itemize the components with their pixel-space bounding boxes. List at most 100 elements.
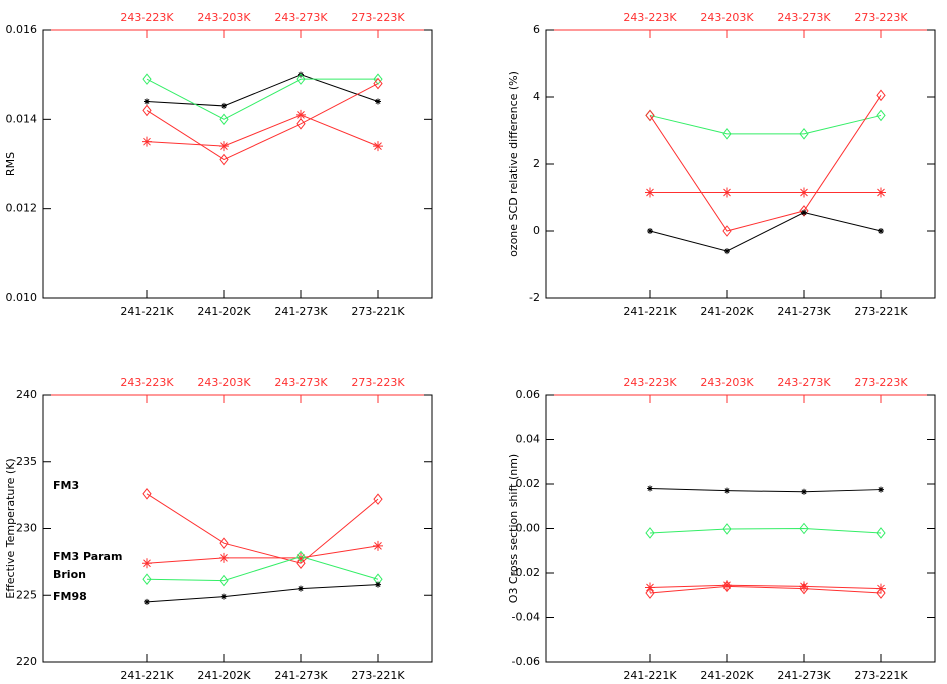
marker: [799, 522, 809, 535]
y-tick-label: 230: [16, 522, 37, 535]
marker: [876, 89, 886, 102]
y-tick-label: -0.02: [512, 566, 540, 579]
top-tick-label: 243-273K: [777, 376, 831, 389]
marker: [219, 113, 229, 126]
top-tick-label: 273-223K: [854, 376, 908, 389]
marker: [142, 136, 152, 147]
y-tick-label: 2: [533, 157, 540, 170]
marker: [722, 225, 732, 237]
marker: [219, 552, 229, 563]
y-tick-label: 0.00: [516, 522, 541, 535]
series-line: [649, 585, 882, 594]
marker: [876, 583, 886, 594]
marker: [144, 98, 150, 105]
plot-frame: [42, 29, 433, 299]
marker: [722, 523, 732, 535]
y-tick-label: 0.02: [516, 477, 541, 490]
marker: [373, 77, 383, 90]
marker: [142, 573, 152, 586]
y-tick-label: -0.06: [512, 655, 540, 668]
marker: [219, 537, 229, 549]
series-line: [146, 114, 379, 147]
marker: [296, 552, 306, 563]
x-tick-label: 241-221K: [120, 305, 174, 318]
series-line: [649, 95, 882, 232]
top-tick-label: 243-223K: [623, 11, 677, 24]
y-axis-label: ozone SCD relative difference (%): [507, 71, 520, 257]
x-tick-label: 273-221K: [854, 669, 908, 682]
top-tick-label: 243-203K: [197, 376, 251, 389]
marker: [799, 205, 809, 217]
y-tick-label: 220: [16, 655, 37, 668]
series-line: [649, 584, 882, 590]
series-line: [649, 487, 882, 493]
series-line: [146, 83, 379, 161]
marker: [373, 141, 383, 152]
marker: [645, 582, 655, 593]
x-tick-label: 241-221K: [623, 305, 677, 318]
series-line: [649, 527, 882, 534]
y-tick-label: 0.04: [516, 433, 541, 446]
marker: [645, 587, 655, 599]
marker: [878, 486, 884, 493]
y-tick-label: 4: [533, 90, 540, 103]
marker: [724, 487, 730, 494]
marker: [142, 104, 152, 117]
marker: [876, 527, 886, 539]
y-tick-label: 240: [16, 388, 37, 401]
y-tick-label: -0.04: [512, 611, 540, 624]
series-line: [146, 78, 378, 120]
top-tick-label: 243-203K: [700, 376, 754, 389]
y-tick-label: 0: [533, 224, 540, 237]
marker: [373, 540, 383, 551]
x-tick-label: 241-273K: [274, 669, 328, 682]
top-tick-label: 273-223K: [351, 376, 405, 389]
marker: [647, 485, 653, 492]
marker: [876, 109, 886, 122]
marker: [645, 527, 655, 539]
marker: [142, 558, 152, 569]
marker: [296, 550, 306, 563]
top-tick-label: 243-223K: [623, 376, 677, 389]
y-tick-label: 0.014: [6, 112, 38, 125]
y-tick-label: 0.06: [516, 388, 541, 401]
x-tick-label: 241-202K: [700, 305, 754, 318]
x-tick-label: 241-273K: [274, 305, 328, 318]
x-tick-label: 241-273K: [777, 669, 831, 682]
series-line: [146, 493, 379, 564]
top-tick-label: 243-203K: [197, 11, 251, 24]
x-tick-label: 241-221K: [623, 669, 677, 682]
marker: [722, 580, 732, 591]
marker: [296, 109, 306, 120]
x-tick-label: 273-221K: [351, 669, 405, 682]
series-line: [146, 584, 379, 603]
marker: [645, 109, 655, 122]
marker: [221, 593, 227, 600]
series-annotation: FM3 Param: [53, 550, 122, 563]
top-tick-label: 243-273K: [777, 11, 831, 24]
y-axis-label: RMS: [4, 152, 17, 176]
marker: [296, 557, 306, 570]
marker: [375, 581, 381, 588]
x-tick-label: 241-202K: [197, 669, 251, 682]
marker: [144, 598, 150, 605]
y-tick-label: 235: [16, 455, 37, 468]
marker: [801, 209, 807, 216]
marker: [373, 493, 383, 505]
y-tick-label: 225: [16, 588, 37, 601]
series-line: [146, 556, 379, 582]
series-line: [649, 212, 882, 252]
marker: [801, 488, 807, 495]
y-tick-label: -2: [529, 291, 540, 304]
marker: [298, 585, 304, 592]
y-axis-label: O3 Cross section shift (nm): [507, 454, 520, 603]
top-tick-label: 243-273K: [274, 376, 328, 389]
top-tick-label: 243-223K: [120, 11, 174, 24]
y-axis-label: Effective Temperature (K): [4, 458, 17, 598]
x-tick-label: 241-273K: [777, 305, 831, 318]
top-tick-label: 273-223K: [351, 11, 405, 24]
series-annotation: FM98: [53, 590, 87, 603]
marker: [645, 187, 655, 198]
x-tick-label: 273-221K: [351, 305, 405, 318]
